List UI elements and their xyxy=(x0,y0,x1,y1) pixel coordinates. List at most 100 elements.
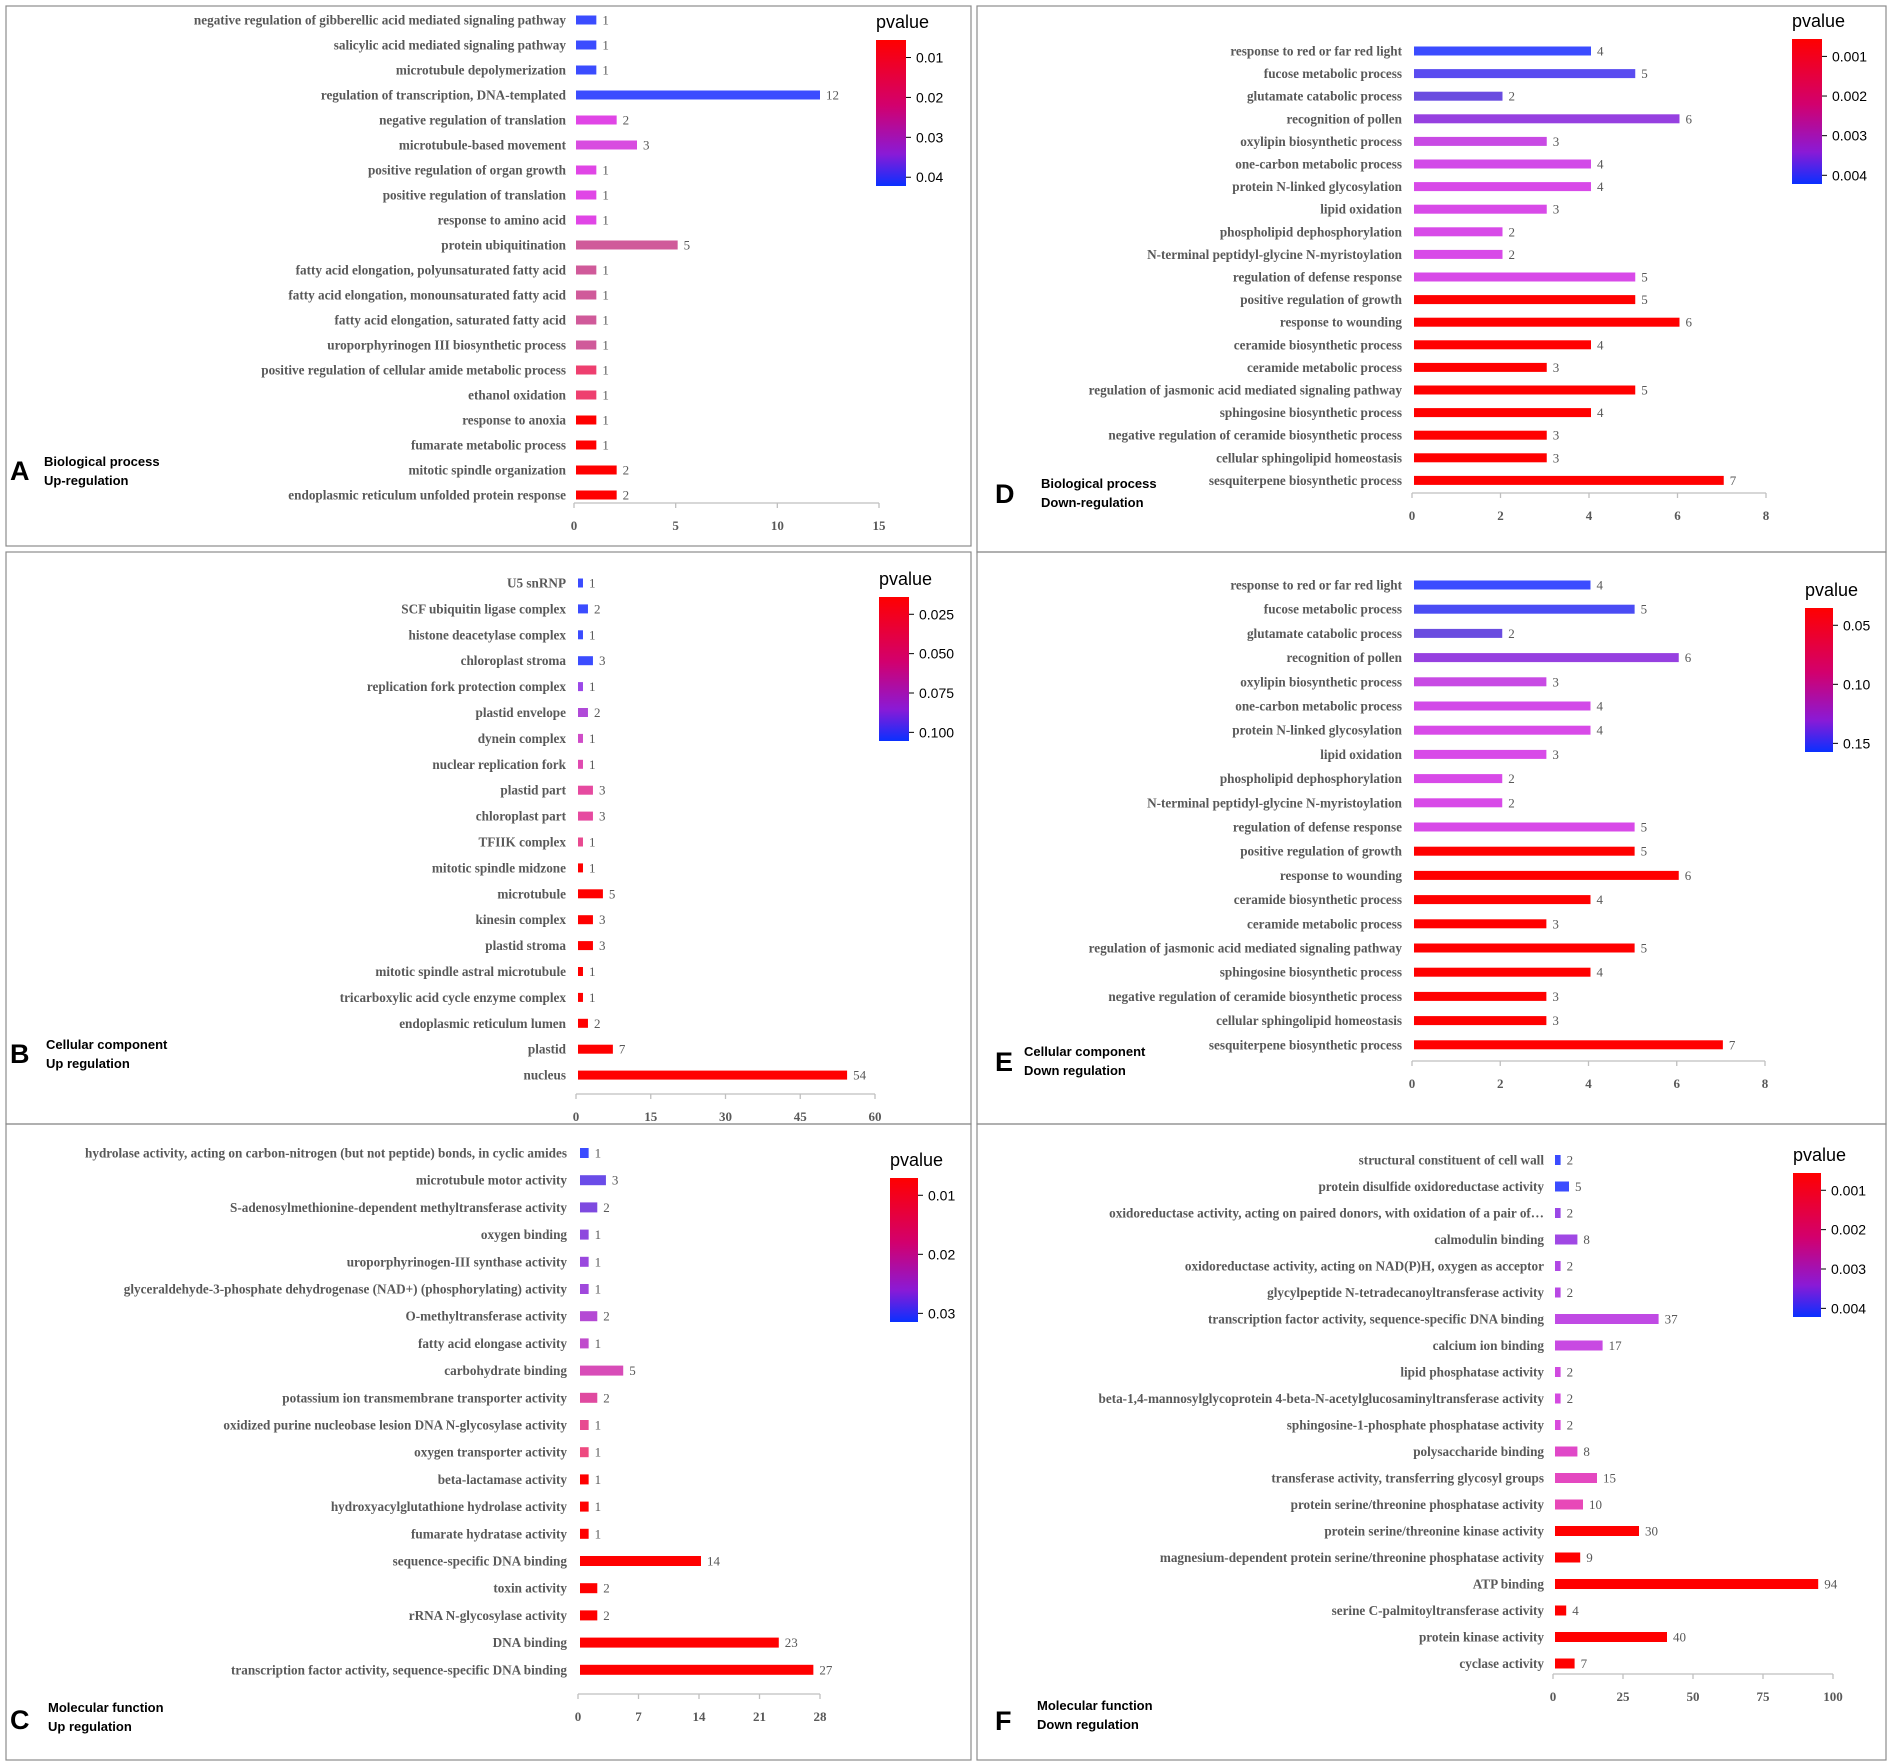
bar-value-label: 5 xyxy=(1641,383,1648,398)
bar xyxy=(578,915,593,925)
legend-tick-label: 0.002 xyxy=(1831,1222,1866,1238)
category-label: sphingosine biosynthetic process xyxy=(1220,965,1402,980)
bar-value-label: 2 xyxy=(603,1608,610,1623)
bar-value-label: 2 xyxy=(1509,247,1516,262)
category-label: calmodulin binding xyxy=(1434,1232,1544,1247)
category-label: positive regulation of translation xyxy=(383,188,567,203)
bar xyxy=(1555,1234,1578,1245)
x-tick-label: 4 xyxy=(1586,508,1593,523)
bar-value-label: 1 xyxy=(602,13,609,28)
category-label: S-adenosylmethionine-dependent methyltra… xyxy=(230,1200,567,1215)
legend-tick-label: 0.01 xyxy=(916,50,943,66)
category-label: fumarate metabolic process xyxy=(411,438,566,453)
bar-value-label: 2 xyxy=(603,1200,610,1215)
bar xyxy=(578,863,583,873)
category-label: plastid part xyxy=(500,783,566,798)
category-label: magnesium-dependent protein serine/threo… xyxy=(1160,1550,1545,1565)
category-label: cyclase activity xyxy=(1459,1656,1544,1671)
category-label: protein disulfide oxidoreductase activit… xyxy=(1318,1179,1544,1194)
category-label: glycylpeptide N-tetradecanoyltransferase… xyxy=(1267,1285,1544,1300)
bar xyxy=(1414,677,1547,687)
bar-value-label: 7 xyxy=(1729,1037,1736,1052)
category-label: protein N-linked glycosylation xyxy=(1232,723,1402,738)
panel-c: hydrolase activity, acting on carbon-nit… xyxy=(5,1123,972,1761)
bar-value-label: 7 xyxy=(1730,473,1737,488)
bar xyxy=(1414,991,1547,1001)
bar xyxy=(576,465,617,475)
bar-value-label: 1 xyxy=(602,38,609,53)
bar-value-label: 1 xyxy=(602,163,609,178)
category-label: regulation of transcription, DNA-templat… xyxy=(321,88,567,103)
bar xyxy=(576,140,637,150)
bar-value-label: 23 xyxy=(785,1635,798,1650)
bar xyxy=(1555,1287,1561,1298)
bar-value-label: 3 xyxy=(599,938,606,953)
bar xyxy=(576,290,597,300)
bar-value-label: 1 xyxy=(602,188,609,203)
category-label: positive regulation of growth xyxy=(1240,292,1402,307)
bar xyxy=(1414,249,1503,259)
bar xyxy=(578,604,588,614)
category-label: sesquiterpene biosynthetic process xyxy=(1209,1037,1402,1052)
bar-value-label: 2 xyxy=(1567,1418,1574,1433)
bar xyxy=(1555,1340,1603,1351)
bar-value-label: 1 xyxy=(602,63,609,78)
category-label: endoplasmic reticulum lumen xyxy=(399,1016,566,1031)
category-label: endoplasmic reticulum unfolded protein r… xyxy=(288,488,566,503)
bar-value-label: 1 xyxy=(589,990,596,1005)
category-label: oxygen transporter activity xyxy=(414,1445,567,1460)
panel-caption-line: Down-regulation xyxy=(1041,495,1144,510)
category-label: plastid xyxy=(528,1042,567,1057)
bar xyxy=(578,656,593,666)
bar-value-label: 4 xyxy=(1597,699,1604,714)
bar-value-label: 14 xyxy=(707,1554,721,1569)
panel-caption-line: Biological process xyxy=(1041,476,1157,491)
bar-value-label: 1 xyxy=(595,1445,602,1460)
bar-value-label: 1 xyxy=(595,1418,602,1433)
bar xyxy=(576,315,597,325)
category-label: structural constituent of cell wall xyxy=(1359,1153,1545,1168)
bar xyxy=(1414,798,1503,808)
bar xyxy=(1555,1314,1659,1324)
category-label: potassium ion transmembrane transporter … xyxy=(282,1390,567,1405)
category-label: protein ubiquitination xyxy=(441,238,566,253)
bar xyxy=(580,1338,589,1349)
legend-title: pvalue xyxy=(890,1150,943,1170)
category-label: ceramide metabolic process xyxy=(1247,916,1402,931)
x-tick-label: 6 xyxy=(1674,1076,1681,1091)
category-label: polysaccharide binding xyxy=(1413,1444,1544,1459)
bar-value-label: 2 xyxy=(1508,771,1515,786)
category-label: response to red or far red light xyxy=(1230,578,1402,593)
legend-tick-label: 0.03 xyxy=(916,129,943,145)
bar xyxy=(1414,701,1591,711)
category-label: oxidoreductase activity, acting on NAD(P… xyxy=(1185,1259,1544,1274)
panel-frame xyxy=(5,5,972,547)
legend-title: pvalue xyxy=(1805,580,1858,600)
bar xyxy=(580,1284,589,1294)
category-label: ATP binding xyxy=(1473,1577,1545,1592)
category-label: tricarboxylic acid cycle enzyme complex xyxy=(340,990,567,1005)
legend-tick-label: 0.100 xyxy=(919,724,954,740)
category-label: transferase activity, transferring glyco… xyxy=(1271,1471,1544,1486)
bar xyxy=(1414,295,1636,305)
bar xyxy=(1555,1605,1567,1616)
bar-value-label: 1 xyxy=(595,1336,602,1351)
bar xyxy=(578,1044,613,1054)
category-label: hydrolase activity, acting on carbon-nit… xyxy=(85,1146,567,1161)
x-tick-label: 21 xyxy=(753,1709,766,1724)
bar-value-label: 6 xyxy=(1685,650,1692,665)
bar xyxy=(578,992,583,1002)
category-label: positive regulation of cellular amide me… xyxy=(261,363,566,378)
panel-letter: B xyxy=(10,1039,30,1069)
panel-caption-line: Molecular function xyxy=(1037,1698,1153,1713)
bar-value-label: 2 xyxy=(1567,1206,1574,1221)
bar-value-label: 2 xyxy=(1567,1365,1574,1380)
bar xyxy=(1414,580,1591,590)
bar-value-label: 4 xyxy=(1597,179,1604,194)
bar-value-label: 8 xyxy=(1583,1232,1590,1247)
bar xyxy=(1555,1632,1667,1642)
bar-value-label: 5 xyxy=(1641,602,1648,617)
legend-title: pvalue xyxy=(876,12,929,32)
bar xyxy=(1555,1367,1561,1377)
